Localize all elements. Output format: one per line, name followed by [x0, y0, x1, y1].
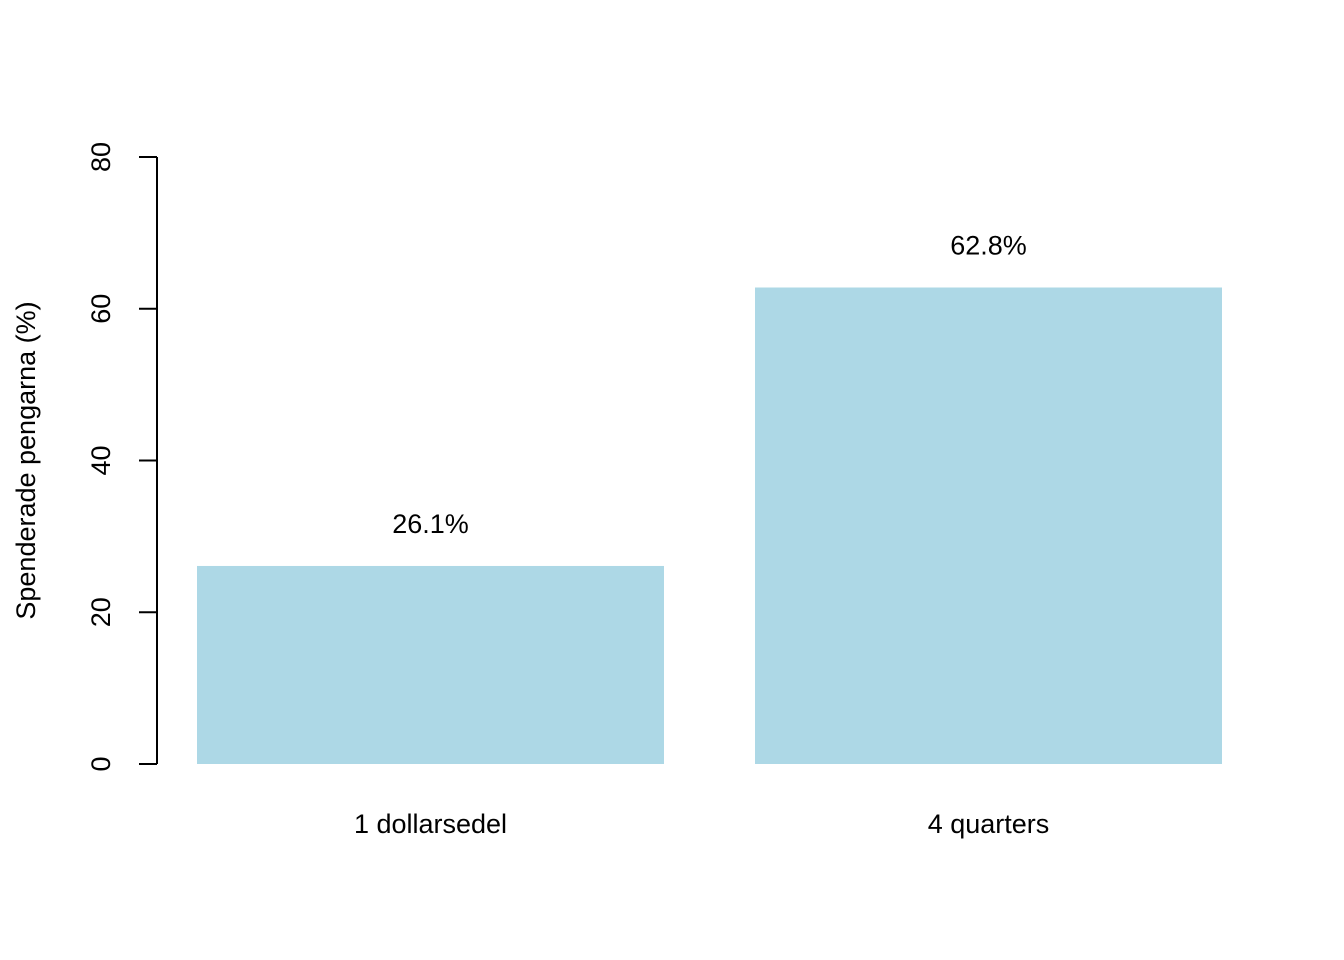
bar-1: [197, 565, 664, 764]
bar-value-label: 26.1%: [392, 509, 469, 539]
y-tick-label: 20: [86, 597, 116, 627]
bars-group: [197, 287, 1222, 764]
y-axis: 0 20 40 60 80: [86, 142, 158, 772]
bar-value-label: 62.8%: [950, 231, 1027, 261]
x-axis-labels: 1 dollarsedel 4 quarters: [354, 809, 1049, 839]
value-labels-group: 26.1% 62.8%: [392, 231, 1027, 539]
x-category-label: 4 quarters: [928, 809, 1050, 839]
y-tick-label: 80: [86, 142, 116, 172]
x-category-label: 1 dollarsedel: [354, 809, 507, 839]
y-tick-label: 40: [86, 445, 116, 475]
y-tick-label: 0: [86, 756, 116, 771]
y-tick-label: 60: [86, 294, 116, 324]
bar-2: [755, 287, 1222, 764]
y-axis-title: Spenderade pengarna (%): [11, 301, 41, 619]
